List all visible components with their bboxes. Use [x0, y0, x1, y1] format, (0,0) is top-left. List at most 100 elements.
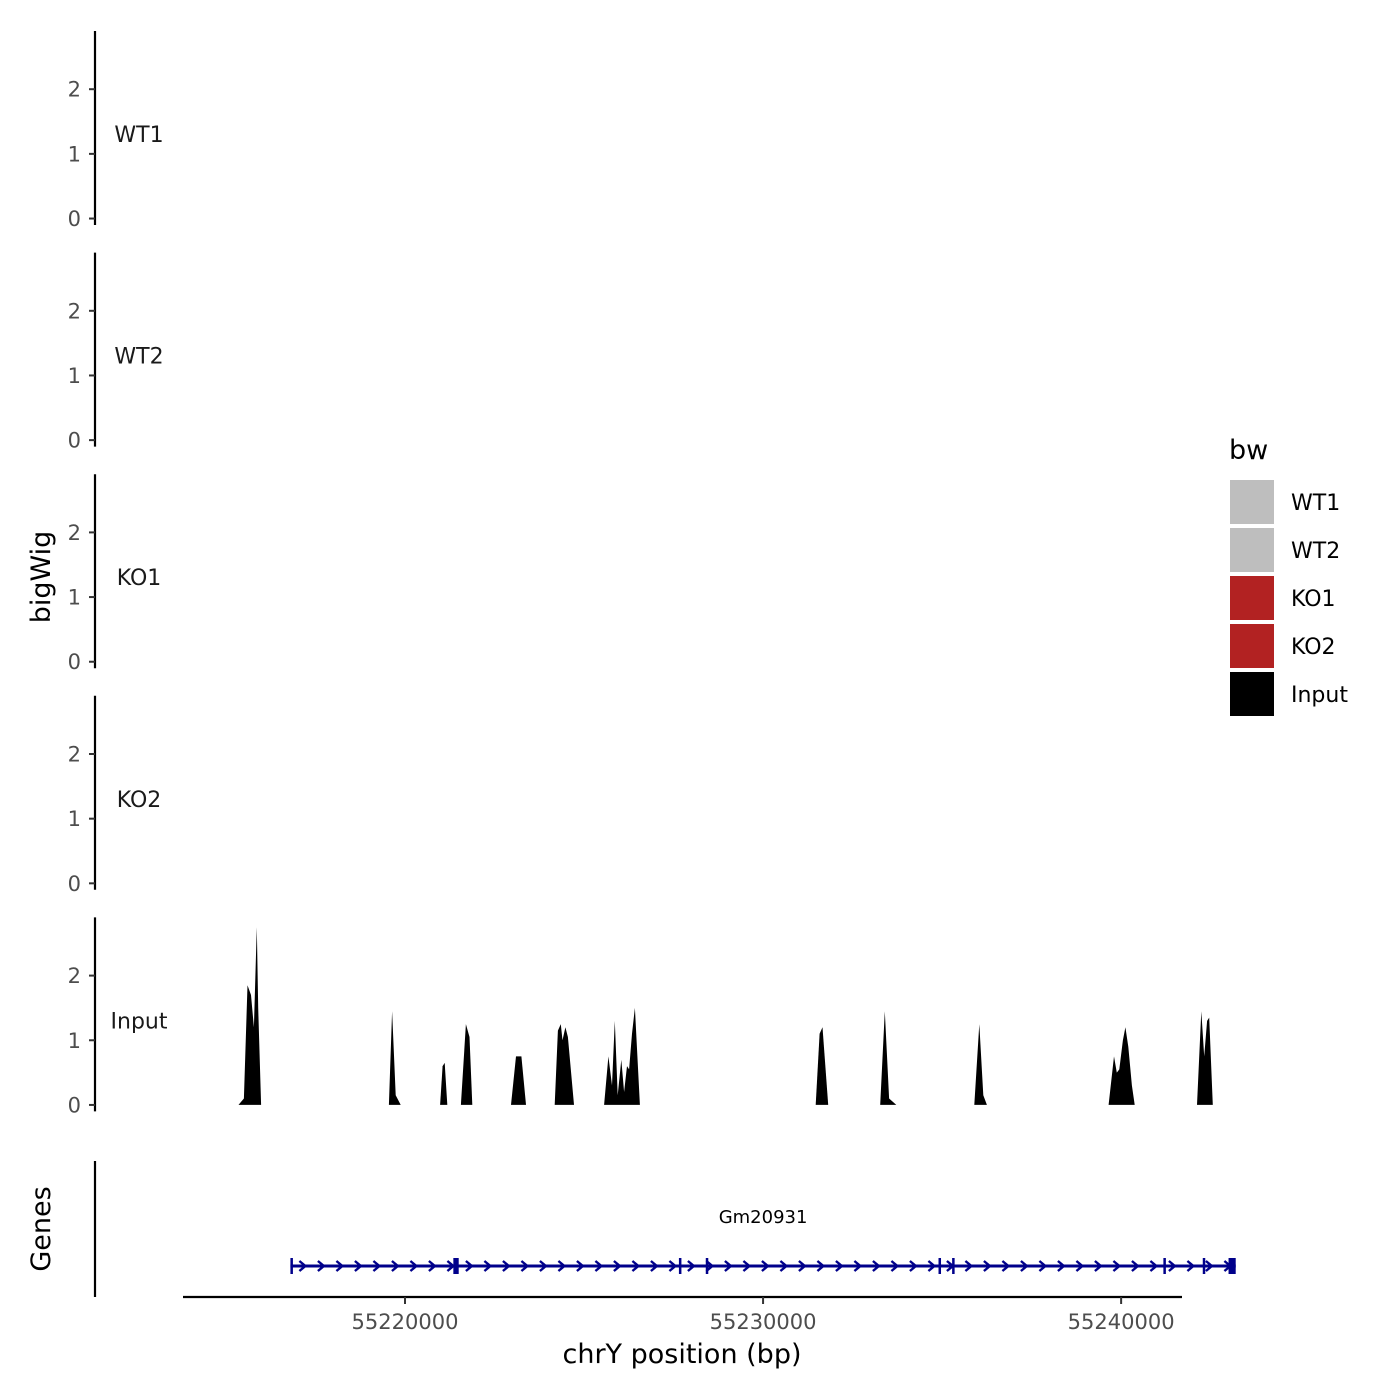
y-tick-label: 1: [68, 142, 81, 166]
strand-arrow: [372, 1260, 382, 1272]
strand-arrow: [761, 1260, 770, 1272]
legend-item-input: Input: [1230, 672, 1348, 716]
strand-arrow: [687, 1260, 696, 1272]
exon: [705, 1258, 709, 1274]
track-label-ko1: KO1: [117, 566, 162, 591]
strand-arrow: [298, 1260, 308, 1272]
signal-peak: [604, 1007, 640, 1105]
track-panel-input: 0 1 2 Input: [68, 917, 1213, 1117]
track-panel-ko2: 0 1 2 KO2: [68, 695, 162, 896]
exon: [290, 1258, 293, 1274]
strand-arrow: [1020, 1260, 1029, 1272]
y-tick-label: 2: [68, 78, 81, 102]
legend-label: WT2: [1291, 539, 1340, 564]
x-axis-title: chrY position (bp): [562, 1339, 801, 1370]
y-tick-label: 1: [68, 1029, 81, 1053]
signal-peak: [238, 927, 262, 1105]
exon: [952, 1258, 955, 1274]
gene-name-label: Gm20931: [719, 1207, 808, 1228]
strand-arrow: [872, 1260, 881, 1272]
strand-arrow: [335, 1260, 345, 1272]
strand-arrow: [964, 1260, 974, 1272]
strand-arrow: [594, 1260, 604, 1272]
strand-arrow: [354, 1260, 363, 1272]
exon: [1163, 1258, 1166, 1274]
strand-arrow: [613, 1260, 622, 1272]
strand-arrow: [317, 1260, 326, 1272]
track-panel-wt2: 0 1 2 WT2: [68, 252, 164, 453]
signal-peak: [1197, 1011, 1213, 1105]
strand-arrow: [391, 1260, 400, 1272]
signal-peak: [511, 1056, 526, 1105]
legend-label: WT1: [1291, 491, 1340, 516]
strand-arrow: [983, 1260, 992, 1272]
track-label-ko2: KO2: [117, 788, 162, 813]
gene-track: Gm20931: [290, 1207, 1236, 1274]
exon: [453, 1258, 459, 1274]
signal-peak: [974, 1024, 987, 1105]
strand-arrow: [927, 1260, 937, 1272]
strand-arrow: [835, 1260, 844, 1272]
strand-arrow: [576, 1260, 585, 1272]
strand-arrow: [539, 1260, 548, 1272]
strand-arrow: [1001, 1260, 1011, 1272]
x-tick-label: 55240000: [1068, 1310, 1175, 1334]
legend-swatch: [1230, 624, 1274, 668]
strand-arrow: [502, 1260, 511, 1272]
legend-label: KO1: [1291, 587, 1336, 612]
exon: [1231, 1258, 1235, 1274]
exon: [1202, 1258, 1206, 1274]
exon: [938, 1258, 942, 1274]
legend-item-ko2: KO2: [1230, 624, 1336, 668]
exon: [678, 1258, 682, 1274]
signal-peak: [388, 1011, 401, 1105]
y-tick-label: 2: [68, 743, 81, 767]
strand-arrow: [1038, 1260, 1048, 1272]
strand-arrow: [1149, 1260, 1159, 1272]
strand-arrow: [428, 1260, 437, 1272]
strand-arrow: [520, 1260, 530, 1272]
strand-arrow: [1131, 1260, 1140, 1272]
track-label-wt2: WT2: [114, 345, 163, 370]
strand-arrow: [798, 1260, 807, 1272]
signal-peak: [460, 1024, 473, 1105]
y-axis-title: bigWig: [26, 531, 57, 624]
y-tick-label: 1: [68, 807, 81, 831]
x-tick-label: 55230000: [710, 1310, 817, 1334]
legend-item-ko1: KO1: [1230, 576, 1336, 620]
legend: bw WT1 WT2 KO1 KO2 Input: [1229, 435, 1348, 716]
signal-peak: [440, 1062, 448, 1105]
x-tick-label: 55220000: [352, 1310, 459, 1334]
strand-arrow: [557, 1260, 567, 1272]
strand-arrow: [1186, 1260, 1196, 1272]
legend-item-wt2: WT2: [1230, 528, 1340, 572]
gene-gm20931: Gm20931: [290, 1207, 1236, 1274]
strand-arrow: [465, 1260, 474, 1272]
strand-arrow: [853, 1260, 863, 1272]
legend-swatch: [1230, 672, 1274, 716]
y-tick-label: 0: [68, 1093, 81, 1117]
y-tick-label: 1: [68, 586, 81, 610]
legend-label: Input: [1291, 683, 1348, 708]
strand-arrow: [483, 1260, 493, 1272]
strand-arrow: [1112, 1260, 1122, 1272]
signal-peak: [1108, 1027, 1135, 1105]
strand-arrow: [890, 1260, 900, 1272]
strand-arrow: [779, 1260, 789, 1272]
signal-peak: [880, 1011, 897, 1105]
legend-item-wt1: WT1: [1230, 480, 1340, 524]
y-tick-label: 0: [68, 872, 81, 896]
signal-peak: [815, 1027, 829, 1105]
strand-arrow: [409, 1260, 419, 1272]
track-label-input: Input: [111, 1009, 168, 1034]
legend-label: KO2: [1291, 635, 1336, 660]
strand-arrow: [1057, 1260, 1066, 1272]
strand-arrow: [1075, 1260, 1085, 1272]
y-tick-label: 1: [68, 364, 81, 388]
legend-swatch: [1230, 576, 1274, 620]
strand-arrow: [1205, 1260, 1214, 1272]
legend-swatch: [1230, 528, 1274, 572]
y-tick-label: 0: [68, 429, 81, 453]
track-panels: 0 1 2 WT1 0 1 2 WT2 0 1 2 KO1 0 1 2 KO2 0 1 2 Input: [68, 31, 1213, 1117]
strand-arrow: [650, 1260, 659, 1272]
